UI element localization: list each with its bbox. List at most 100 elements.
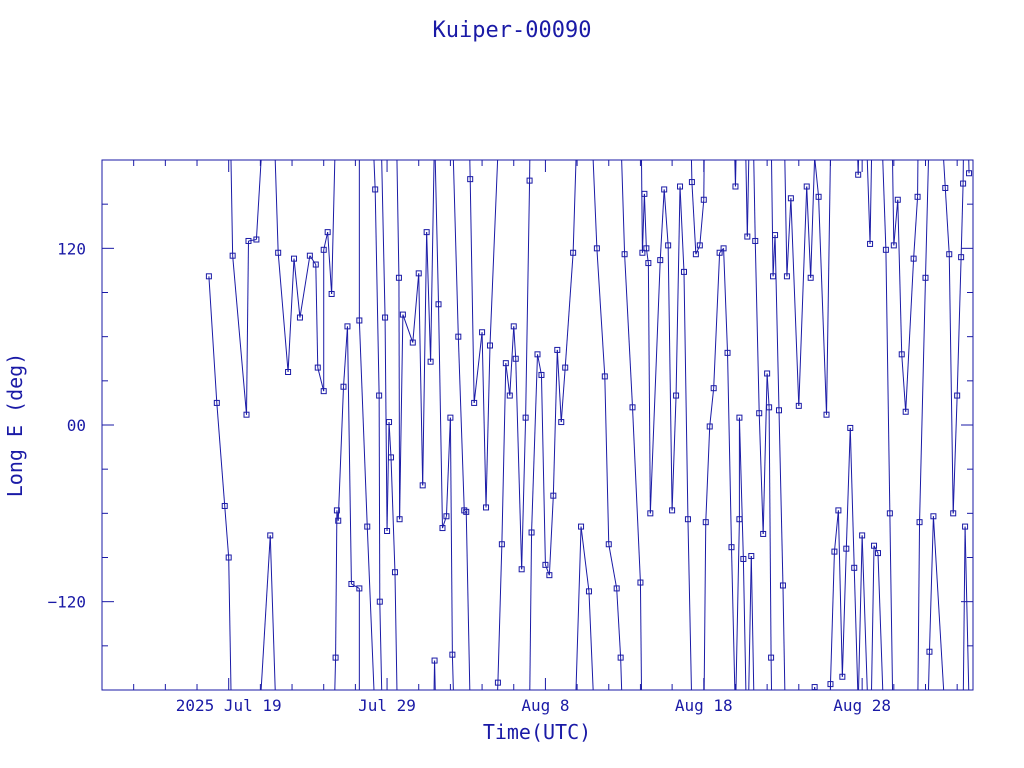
series-line-segment <box>232 255 248 415</box>
series-line-segment <box>378 395 381 602</box>
data-point-marker <box>439 525 446 532</box>
series-line-segment <box>604 376 610 545</box>
data-point-marker <box>815 193 822 200</box>
data-point-marker <box>333 507 340 514</box>
series-line-segment <box>287 258 295 373</box>
data-point-marker <box>736 414 743 421</box>
series-line-segment <box>396 160 400 278</box>
series-line-segment <box>331 160 336 294</box>
data-point-marker <box>946 251 953 258</box>
series-line-segment <box>695 245 701 255</box>
series-line-segment <box>641 193 645 253</box>
data-point-marker <box>942 184 949 191</box>
data-point-marker <box>732 183 739 190</box>
series-line-segment <box>463 509 467 513</box>
x-axis-label: Time(UTC) <box>483 720 591 744</box>
data-point-marker <box>621 251 628 258</box>
series-line-segment <box>374 189 380 396</box>
data-point-marker <box>550 492 557 499</box>
series-line-segment <box>932 516 945 690</box>
series-line-segment <box>548 495 554 576</box>
series-line-segment <box>228 557 232 690</box>
series-line-segment <box>659 189 665 261</box>
series-line-segment <box>358 320 368 527</box>
series-line-segment <box>905 258 915 412</box>
series-line-segment <box>691 182 697 255</box>
x-tick-label: Jul 29 <box>358 696 416 715</box>
series-line-segment <box>632 407 641 583</box>
series-line-segment <box>366 526 375 690</box>
series-line-segment <box>260 535 271 690</box>
series-line-segment <box>537 354 542 376</box>
data-point-marker <box>356 585 363 592</box>
series-line-segment <box>457 336 465 511</box>
data-point-marker <box>629 404 636 411</box>
series-line-segment <box>343 326 348 387</box>
series-line-segment <box>713 252 721 389</box>
series-line-segment <box>754 240 760 414</box>
data-point-marker <box>455 333 462 340</box>
data-point-marker <box>386 419 393 426</box>
data-point-marker <box>665 242 672 249</box>
data-point-marker <box>728 544 735 551</box>
data-point-marker <box>312 261 319 268</box>
data-point-marker <box>779 582 786 589</box>
data-point-marker <box>296 314 303 321</box>
data-point-marker <box>748 553 755 560</box>
data-point-marker <box>700 196 707 203</box>
series-line-segment <box>337 386 345 521</box>
series-line-segment <box>386 422 390 532</box>
series-line-segment <box>786 198 792 277</box>
series-line-segment <box>544 564 550 576</box>
x-tick-label: Aug 8 <box>521 696 569 715</box>
data-point-marker <box>558 419 565 426</box>
series-line-segment <box>746 160 750 237</box>
data-point-marker <box>740 555 747 562</box>
series-line-segment <box>248 239 257 242</box>
data-point-marker <box>486 342 493 349</box>
data-point-marker <box>688 179 695 186</box>
data-point-marker <box>585 588 592 595</box>
series-line-segment <box>790 198 800 406</box>
data-point-marker <box>502 360 509 367</box>
data-point-marker <box>344 323 351 330</box>
series-line-segment <box>858 535 863 690</box>
series-line-segment <box>866 160 871 244</box>
data-point-marker <box>910 255 917 262</box>
data-point-marker <box>843 545 850 552</box>
series-line-segment <box>572 160 577 253</box>
data-point-marker <box>467 176 474 183</box>
data-point-marker <box>245 237 252 244</box>
series-line-segment <box>575 526 582 690</box>
series-line-segment <box>845 427 851 549</box>
series-line-segment <box>351 583 360 589</box>
series-line-segment <box>564 252 574 368</box>
data-point-marker <box>291 255 298 262</box>
data-point-marker <box>847 424 854 431</box>
data-point-marker <box>306 252 313 259</box>
series-line-segment <box>426 232 432 362</box>
data-point-marker <box>483 504 490 511</box>
series-line-segment <box>778 410 784 586</box>
series-line-segment <box>501 363 507 545</box>
data-point-marker <box>384 528 391 534</box>
data-point-marker <box>839 673 846 680</box>
data-point-marker <box>886 510 893 517</box>
series-line-segment <box>620 657 623 690</box>
data-point-marker <box>449 651 456 658</box>
series-line-segment <box>390 457 396 573</box>
data-point-marker <box>396 516 403 523</box>
data-point-marker <box>724 349 731 356</box>
series-line-segment <box>224 505 230 558</box>
data-point-marker <box>795 402 802 409</box>
series-line-segment <box>784 160 788 277</box>
x-tick-label: Aug 18 <box>675 696 733 715</box>
series-line-segment <box>317 367 325 392</box>
data-point-marker <box>528 529 535 536</box>
data-point-marker <box>538 371 545 378</box>
series-line-segment <box>277 252 289 373</box>
series-line-segment <box>473 332 483 403</box>
data-point-marker <box>526 177 533 184</box>
series-line-segment <box>515 358 523 570</box>
series-line-segment <box>750 556 755 690</box>
